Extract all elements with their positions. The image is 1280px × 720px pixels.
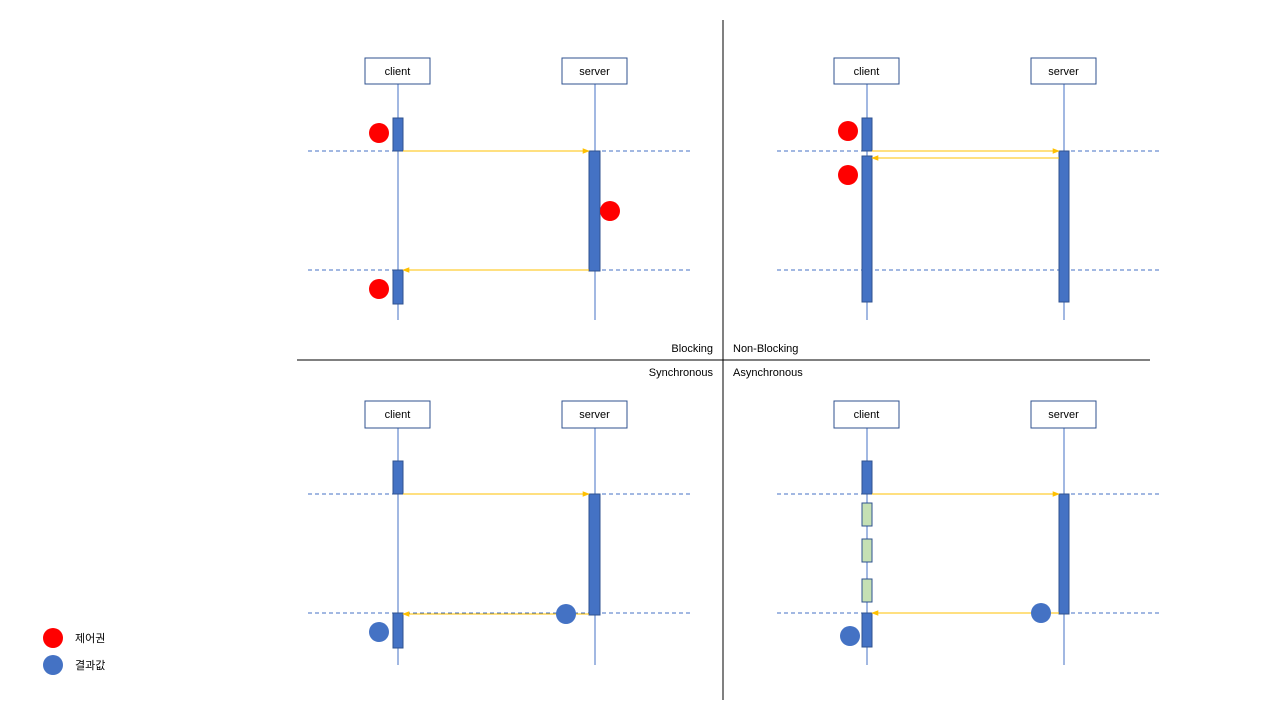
legend-swatch-result — [43, 655, 63, 675]
control-marker — [600, 201, 620, 221]
server-label: server — [1048, 66, 1079, 78]
server-label: server — [579, 66, 610, 78]
server-box: server — [1030, 57, 1097, 85]
label-asynchronous: Asynchronous — [733, 367, 803, 379]
legend-item-control: 제어권 — [43, 628, 105, 648]
server-label: server — [1048, 409, 1079, 421]
client-activation-call — [392, 460, 404, 495]
client-work-block — [861, 578, 873, 603]
client-activation-return — [392, 269, 404, 305]
server-label: server — [579, 409, 610, 421]
client-activation-return — [392, 612, 404, 649]
client-box-frame — [364, 400, 431, 429]
client-box-frame — [364, 57, 431, 85]
control-marker — [369, 123, 389, 143]
server-box-frame — [561, 400, 628, 429]
legend-label-result: 결과값 — [75, 659, 105, 672]
sequence-diagram-asynchronous: client server — [777, 400, 1160, 665]
client-box: client — [364, 57, 431, 85]
client-box-frame — [833, 57, 900, 85]
result-marker — [840, 626, 860, 646]
result-marker — [556, 604, 576, 624]
client-work-block — [861, 538, 873, 563]
control-marker — [838, 165, 858, 185]
client-work-block — [861, 502, 873, 527]
sequence-diagram-synchronous: client server — [308, 400, 690, 665]
client-label: client — [854, 66, 880, 78]
client-label: client — [385, 409, 411, 421]
client-box-frame — [833, 400, 900, 429]
sequence-diagram-non-blocking: client server — [777, 57, 1160, 320]
client-activation-call — [861, 117, 873, 152]
client-box: client — [833, 400, 900, 429]
server-box-frame — [561, 57, 628, 85]
legend: 제어권 결과값 — [43, 628, 105, 675]
client-activation-call — [861, 460, 873, 495]
server-activation — [588, 493, 601, 616]
client-activation-call — [392, 117, 404, 152]
server-box-frame — [1030, 400, 1097, 429]
server-activation — [1058, 150, 1070, 303]
client-label: client — [854, 409, 880, 421]
server-box: server — [1030, 400, 1097, 429]
server-activation — [1058, 493, 1070, 615]
client-activation-continue — [861, 155, 873, 303]
control-marker — [838, 121, 858, 141]
client-box: client — [364, 400, 431, 429]
legend-label-control: 제어권 — [75, 632, 105, 645]
server-activation — [588, 150, 601, 272]
result-marker — [369, 622, 389, 642]
legend-swatch-control — [43, 628, 63, 648]
label-non-blocking: Non-Blocking — [733, 343, 798, 355]
client-box: client — [833, 57, 900, 85]
server-box-frame — [1030, 57, 1097, 85]
control-marker — [369, 279, 389, 299]
legend-item-result: 결과값 — [43, 655, 105, 675]
server-box: server — [561, 57, 628, 85]
client-label: client — [385, 66, 411, 78]
server-box: server — [561, 400, 628, 429]
label-blocking: Blocking — [671, 343, 713, 355]
label-synchronous: Synchronous — [649, 367, 714, 379]
client-activation-return — [861, 612, 873, 648]
sequence-diagram-blocking: client server — [308, 57, 690, 320]
result-marker — [1031, 603, 1051, 623]
